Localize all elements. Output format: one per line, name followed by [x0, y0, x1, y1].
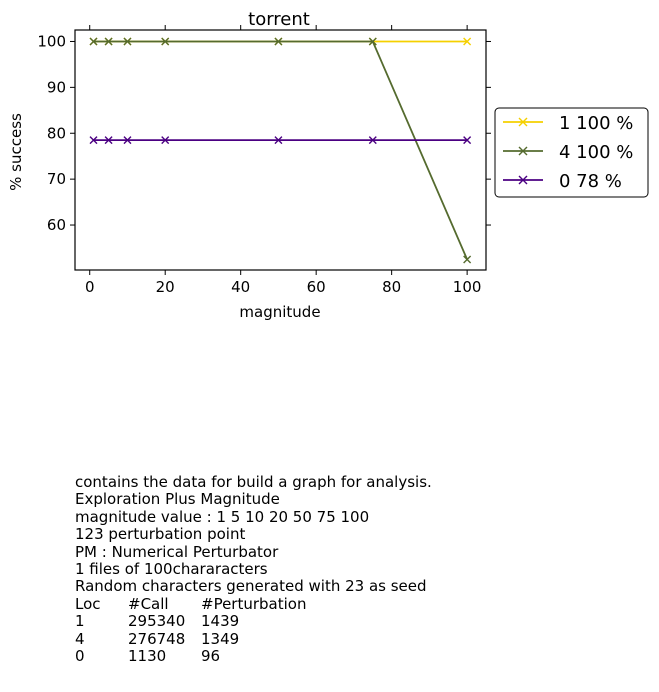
series-layer: [89, 37, 472, 264]
x-axis-label: magnitude: [239, 303, 320, 321]
plot-area: [74, 29, 487, 271]
legend-label: 4 100 %: [559, 142, 633, 163]
note-line: magnitude value : 1 5 10 20 50 75 100: [75, 507, 370, 526]
note-line: 123 perturbation point: [75, 525, 246, 544]
data-point: [161, 37, 170, 46]
marker-stroke: [89, 136, 98, 145]
legend-marker: [518, 175, 528, 185]
data-point: [161, 136, 170, 145]
data-point: [368, 37, 377, 46]
legend-label: 1 100 %: [559, 113, 633, 134]
series-line: [93, 40, 468, 260]
legend-box: [494, 107, 649, 198]
data-point: [104, 136, 113, 145]
notes-lines: contains the data for build a graph for …: [75, 473, 432, 596]
table-cell: 1130: [128, 646, 167, 665]
note-line: PM : Numerical Perturbator: [75, 542, 279, 561]
legend-entry: 0 78 %: [503, 171, 622, 192]
table-cell: 276748: [128, 629, 186, 648]
y-axis-label: % success: [7, 113, 25, 191]
table-cell: 1: [75, 612, 85, 631]
table-header-cell: Loc: [75, 594, 101, 613]
data-point: [123, 37, 132, 46]
x-tick-label: 60: [307, 278, 326, 296]
marker-stroke: [123, 136, 132, 145]
marker-stroke: [89, 37, 98, 46]
x-tick-label: 40: [231, 278, 250, 296]
table-cell: 1349: [201, 629, 240, 648]
x-tick-label: 100: [453, 278, 482, 296]
marker-stroke: [274, 136, 283, 145]
y-tick-label: 100: [37, 32, 66, 50]
table-cell: 0: [75, 646, 85, 665]
legend-entry: 4 100 %: [503, 142, 633, 163]
chart-title: torrent: [248, 9, 310, 30]
table-row: 1 295340 1439: [75, 612, 432, 631]
table-header: Loc #Call #Perturbation: [75, 594, 432, 613]
x-tick-label: 0: [85, 278, 95, 296]
line-chart: torrent 0 20 40 60 80 100 60 70 80 90 100 magnitud…: [7, 9, 649, 321]
table-header-cell: #Perturbation: [201, 594, 307, 613]
marker-stroke: [104, 37, 113, 46]
note-line: contains the data for build a graph for …: [75, 473, 432, 491]
marker-stroke: [123, 37, 132, 46]
legend-label: 0 78 %: [559, 171, 622, 192]
x-tick-label: 20: [156, 278, 175, 296]
y-tick-label: 70: [47, 170, 66, 188]
data-point: [123, 136, 132, 145]
marker-stroke: [161, 136, 170, 145]
table-row: 0 1130 96: [75, 646, 432, 665]
legend-marker: [518, 117, 528, 127]
data-point: [89, 37, 98, 46]
data-point: [463, 136, 472, 145]
y-tick-label: 90: [47, 78, 66, 96]
notes-block: contains the data for build a graph for …: [75, 473, 432, 665]
data-point: [104, 37, 113, 46]
table-header-cell: #Call: [128, 594, 169, 613]
y-tick-label: 80: [47, 124, 66, 142]
marker-stroke: [463, 255, 472, 264]
table-cell: 295340: [128, 612, 186, 631]
marker-stroke: [104, 136, 113, 145]
legend: 1 100 % 4 100 % 0 78 %: [494, 107, 649, 198]
marker-stroke: [161, 37, 170, 46]
marker-stroke: [368, 37, 377, 46]
x-tick-label: 80: [382, 278, 401, 296]
data-point: [89, 136, 98, 145]
legend-marker: [518, 146, 528, 156]
data-point: [274, 37, 283, 46]
data-point: [463, 37, 472, 46]
data-point: [368, 136, 377, 145]
marker-stroke: [463, 37, 472, 46]
note-line: Random characters generated with 23 as s…: [75, 577, 427, 596]
table-cell: 1439: [201, 612, 240, 631]
note-line: Exploration Plus Magnitude: [75, 490, 280, 509]
data-point: [274, 136, 283, 145]
table-cell: 4: [75, 629, 85, 648]
legend-entry: 1 100 %: [503, 113, 633, 134]
marker-stroke: [368, 136, 377, 145]
marker-stroke: [274, 37, 283, 46]
table-row: 4 276748 1349: [75, 629, 432, 648]
note-line: 1 files of 100chararacters: [75, 559, 268, 578]
data-point: [463, 255, 472, 264]
table-cell: 96: [201, 646, 221, 665]
y-tick-label: 60: [47, 216, 66, 234]
axes-layer: 0 20 40 60 80 100 60 70 80 90 100: [37, 25, 491, 296]
marker-stroke: [463, 136, 472, 145]
